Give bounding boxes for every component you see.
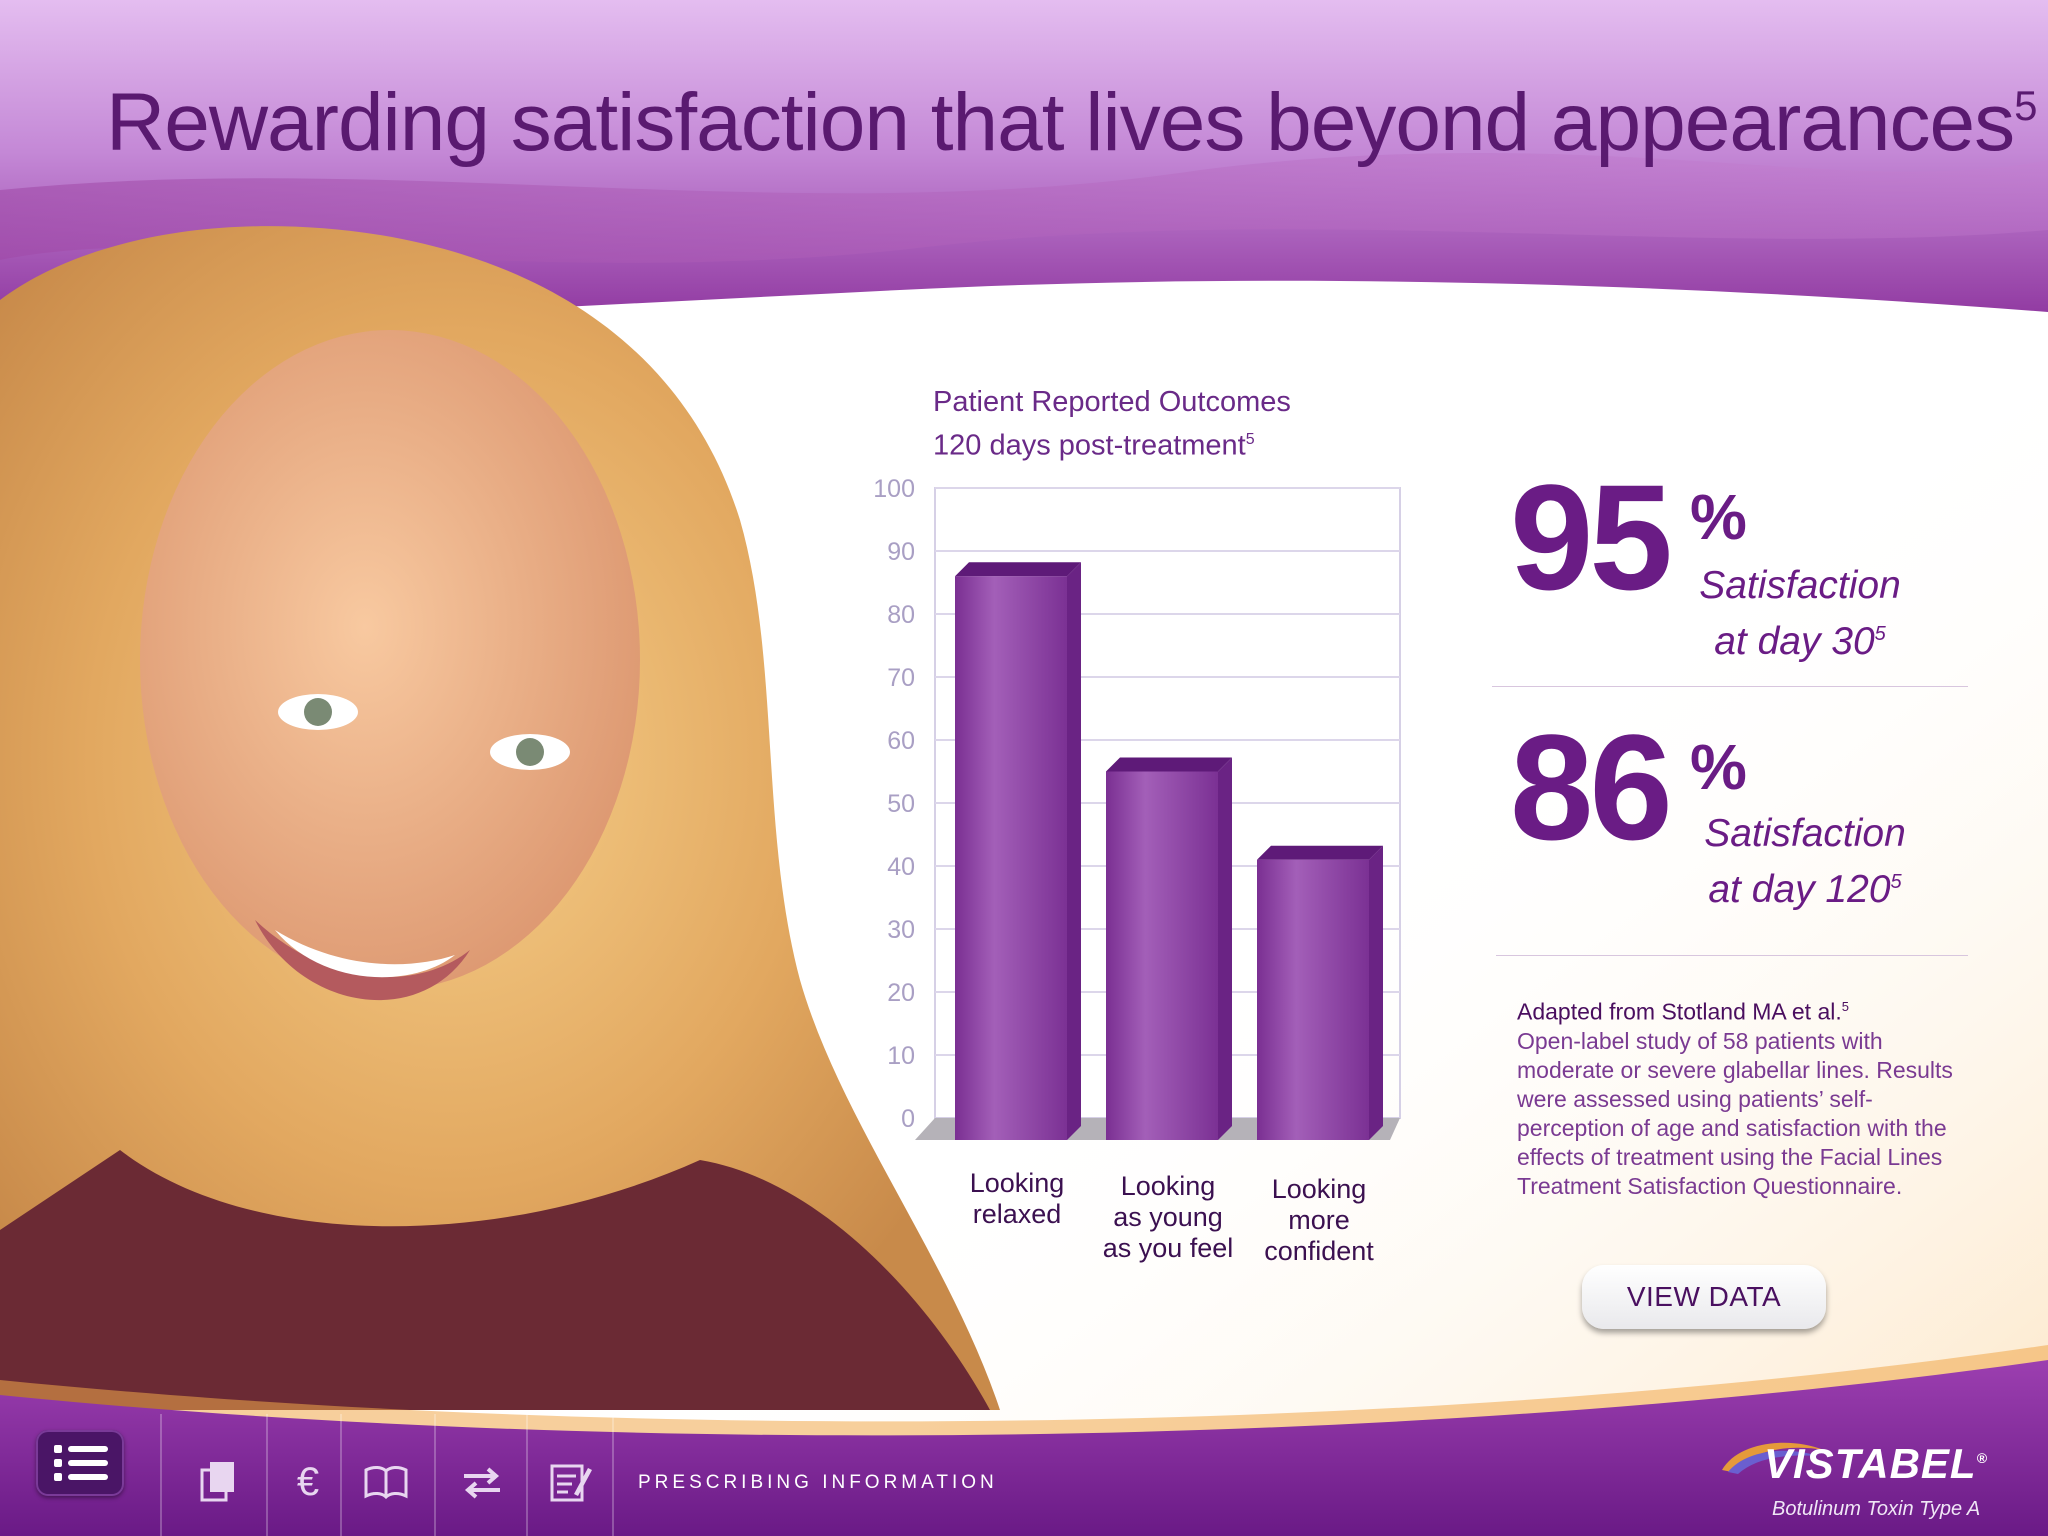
swap-arrows-icon[interactable] (458, 1458, 506, 1506)
bar (955, 576, 1067, 1140)
menu-list-button[interactable] (36, 1430, 124, 1496)
bar-top (1106, 757, 1232, 772)
stat-day30: 95 (1510, 462, 1673, 612)
y-tick-label: 30 (887, 916, 915, 944)
bar (1106, 771, 1218, 1140)
y-tick-label: 50 (887, 790, 915, 818)
stat-unit: % (1690, 731, 1747, 803)
brand-logo: VISTABEL® (1764, 1440, 1988, 1487)
brand-tagline: Botulinum Toxin Type A (1772, 1498, 1981, 1520)
menu-list-icon (54, 1445, 108, 1481)
stat-unit: % (1690, 481, 1747, 553)
toolbar-separator (160, 1414, 162, 1536)
y-tick-label: 40 (887, 853, 915, 881)
toolbar-separator (434, 1414, 436, 1536)
divider (1496, 955, 1968, 956)
euro-icon[interactable]: € (296, 1460, 320, 1504)
x-category-label: Looking more confident (1264, 1174, 1374, 1266)
y-tick-label: 90 (887, 538, 915, 566)
y-tick-label: 20 (887, 979, 915, 1007)
notes-edit-icon[interactable] (546, 1458, 594, 1506)
stat-day120: 86 (1510, 712, 1673, 862)
y-tick-label: 100 (873, 475, 915, 503)
bar (1257, 859, 1369, 1140)
chart-title: Patient Reported Outcomes 120 days post-… (933, 384, 1291, 465)
bar-top (1257, 845, 1383, 860)
x-category-label: Looking as young as you feel (1102, 1171, 1234, 1263)
study-note-head: Adapted from Stotland MA et al.5 (1517, 998, 1849, 1025)
stat-caption: Satisfaction at day 1205 (1704, 812, 1906, 911)
page-title: Rewarding satisfaction that lives beyond… (106, 77, 2037, 168)
stat-value: 95 (1510, 453, 1673, 621)
y-tick-label: 60 (887, 727, 915, 755)
book-icon[interactable] (362, 1458, 410, 1506)
toolbar-separator (612, 1414, 614, 1536)
chart-subtitle-line: 120 days post-treatment5 (933, 429, 1255, 462)
bar-top (955, 562, 1081, 577)
stat-caption: Satisfaction at day 305 (1699, 564, 1901, 663)
toolbar-separator (526, 1414, 528, 1536)
woman-portrait (0, 226, 1000, 1410)
toolbar-separator (266, 1414, 268, 1536)
chart-title-line: Patient Reported Outcomes (933, 386, 1291, 418)
toolbar-separator (340, 1414, 342, 1536)
bar-side (1369, 845, 1383, 1140)
bar-side (1218, 757, 1232, 1140)
divider (1492, 686, 1968, 687)
y-tick-label: 10 (887, 1042, 915, 1070)
view-data-button[interactable]: VIEW DATA (1582, 1265, 1826, 1329)
y-tick-label: 80 (887, 601, 915, 629)
x-category-label: Looking relaxed (969, 1168, 1065, 1229)
pages-icon[interactable] (194, 1458, 242, 1506)
y-tick-label: 0 (901, 1105, 915, 1133)
study-note: Adapted from Stotland MA et al.5 Open-la… (1517, 992, 1957, 1201)
y-tick-label: 70 (887, 664, 915, 692)
prescribing-information-link[interactable]: PRESCRIBING INFORMATION (638, 1472, 998, 1493)
stat-value: 86 (1510, 703, 1673, 871)
bar-side (1067, 562, 1081, 1140)
brand-swoosh-icon (1722, 1442, 1824, 1474)
study-note-body: Open-label study of 58 patients with mod… (1517, 1027, 1953, 1199)
